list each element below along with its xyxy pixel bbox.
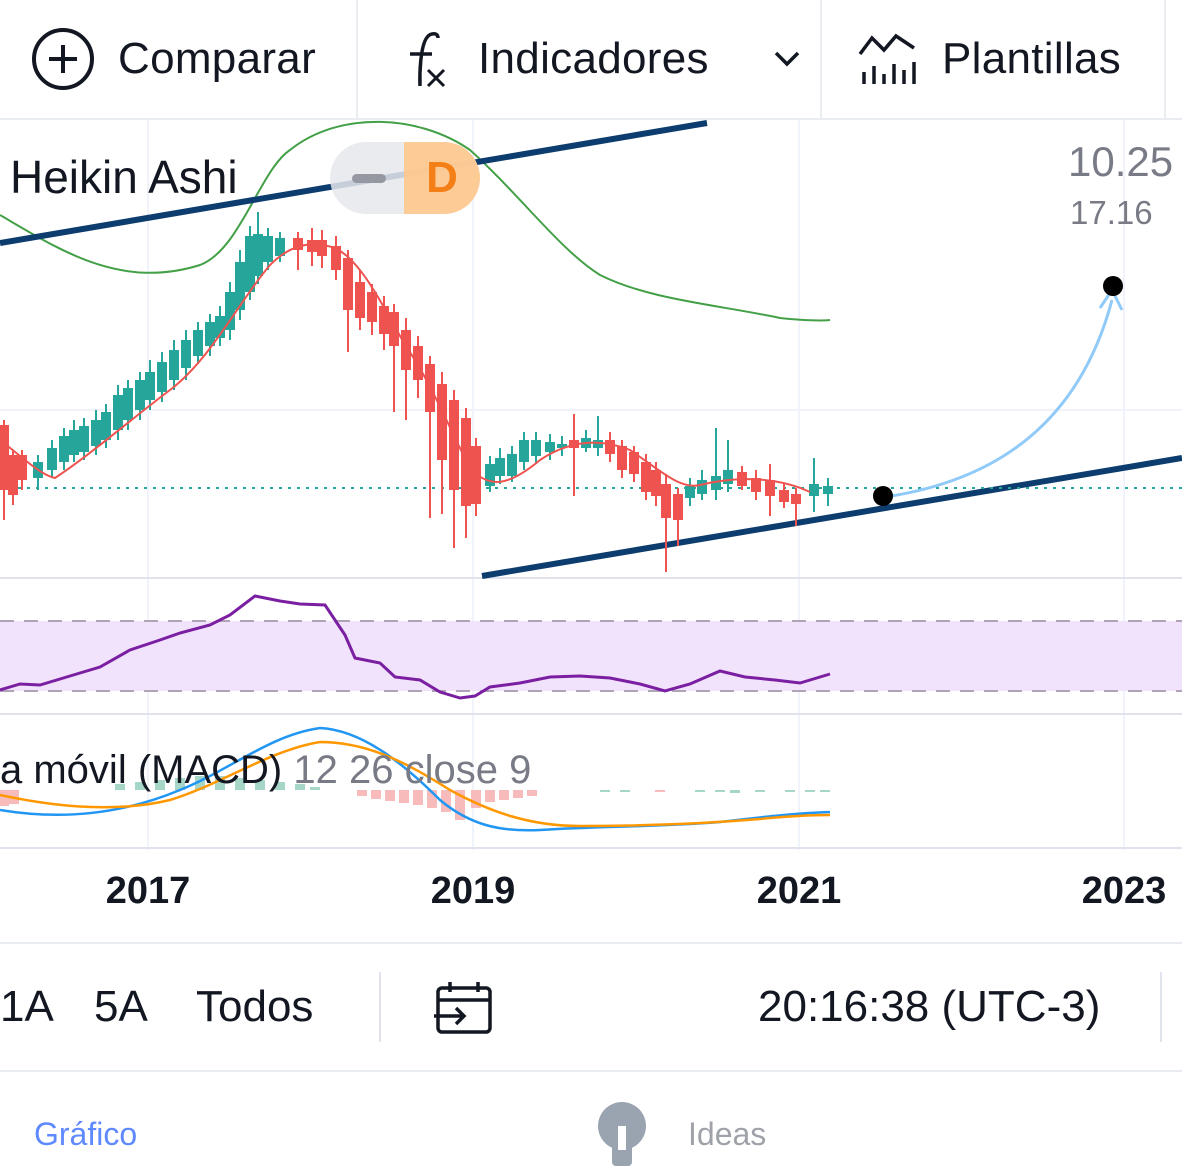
candle-body [91, 420, 101, 446]
candle-body [69, 430, 79, 455]
candle-body [8, 455, 18, 495]
candle-body [723, 470, 733, 484]
candle-body [617, 446, 627, 470]
candle-body [673, 494, 683, 520]
price-chart[interactable] [0, 0, 1182, 940]
candle-body [519, 440, 529, 462]
macd-histogram-bar [730, 790, 740, 793]
macd-histogram-bar [820, 790, 830, 792]
candle-body [593, 440, 603, 448]
candle-body [545, 442, 555, 452]
candle-body [123, 388, 133, 420]
go-to-date-icon[interactable] [434, 980, 494, 1036]
bottom-navigation: Gráfico Ideas [0, 1070, 1182, 1170]
interval-toggle[interactable]: D [330, 142, 480, 214]
target-point [1103, 276, 1123, 296]
candle-body [651, 470, 661, 496]
macd-histogram-bar [600, 790, 610, 792]
macd-name: a móvil (MACD) [0, 748, 282, 792]
candle-body [779, 490, 789, 502]
year-label: 2019 [431, 870, 516, 913]
macd-histogram-bar [715, 790, 725, 792]
candle-body [169, 350, 179, 380]
range-5y-button[interactable]: 5A [94, 982, 148, 1032]
time-range-bar: 1A 5A Todos 20:16:38 (UTC-3) [0, 942, 1182, 1072]
candle-body [193, 330, 203, 356]
rangebar-divider [379, 972, 381, 1042]
candle-body [823, 486, 833, 494]
range-all-button[interactable]: Todos [196, 982, 313, 1032]
candle-body [437, 384, 447, 460]
candle-body [253, 234, 263, 276]
candle-body [605, 440, 615, 454]
macd-histogram-bar [655, 790, 665, 792]
candle-body [413, 346, 423, 380]
candle-body [0, 425, 9, 490]
candle-body [79, 426, 89, 452]
candle-body [157, 362, 167, 392]
candle-body [379, 306, 389, 334]
chart-type-label[interactable]: Heikin Ashi [10, 150, 238, 204]
price-sub-value: 17.16 [1070, 194, 1153, 232]
candle-body [685, 486, 695, 498]
candle-body [809, 484, 819, 496]
candle-body [343, 258, 353, 310]
macd-params: 12 26 close 9 [293, 748, 531, 792]
candle-body [661, 484, 671, 518]
tab-chart[interactable]: Gráfico [34, 1116, 137, 1153]
candle-body [135, 380, 145, 410]
price-value: 10.25 [1068, 138, 1173, 186]
projection-arrow [885, 300, 1112, 497]
candle-body [235, 262, 245, 310]
macd-histogram-bar [805, 790, 815, 792]
candle-body [145, 372, 155, 400]
candle-body [791, 494, 801, 504]
lightbulb-icon[interactable] [594, 1100, 650, 1170]
year-label: 2017 [106, 870, 191, 913]
clock-timezone[interactable]: 20:16:38 (UTC-3) [758, 982, 1100, 1032]
macd-indicator-label[interactable]: a móvil (MACD) 12 26 close 9 [0, 748, 531, 793]
collapse-toggle-icon[interactable] [330, 142, 405, 214]
rsi-band [0, 621, 1182, 691]
candle-body [317, 240, 327, 256]
candle-body [307, 240, 317, 252]
interval-label[interactable]: D [404, 142, 480, 214]
tab-ideas[interactable]: Ideas [688, 1116, 766, 1153]
candle-body [765, 480, 775, 496]
range-1y-button[interactable]: 1A [0, 982, 54, 1032]
macd-histogram-bar [620, 790, 630, 792]
candle-body [697, 480, 707, 494]
candle-body [101, 412, 111, 440]
candle-body [113, 395, 123, 430]
candle-body [495, 458, 505, 476]
anchor-point [873, 486, 893, 506]
candle-body [531, 440, 541, 456]
candle-body [263, 236, 273, 262]
candle-body [47, 448, 57, 470]
candle-body [181, 340, 191, 368]
candle-body [641, 462, 651, 492]
heikin-ashi-candles [0, 212, 833, 572]
year-label: 2023 [1082, 870, 1167, 913]
macd-histogram-bar [785, 790, 795, 792]
candle-body [355, 282, 365, 318]
rangebar-divider [1160, 972, 1162, 1042]
macd-histogram-bar [695, 790, 705, 792]
year-label: 2021 [757, 870, 842, 913]
candle-body [367, 292, 377, 322]
lower-trendline [482, 458, 1182, 576]
candle-body [59, 436, 69, 462]
macd-histogram-bar [755, 790, 765, 792]
candle-body [507, 454, 517, 476]
